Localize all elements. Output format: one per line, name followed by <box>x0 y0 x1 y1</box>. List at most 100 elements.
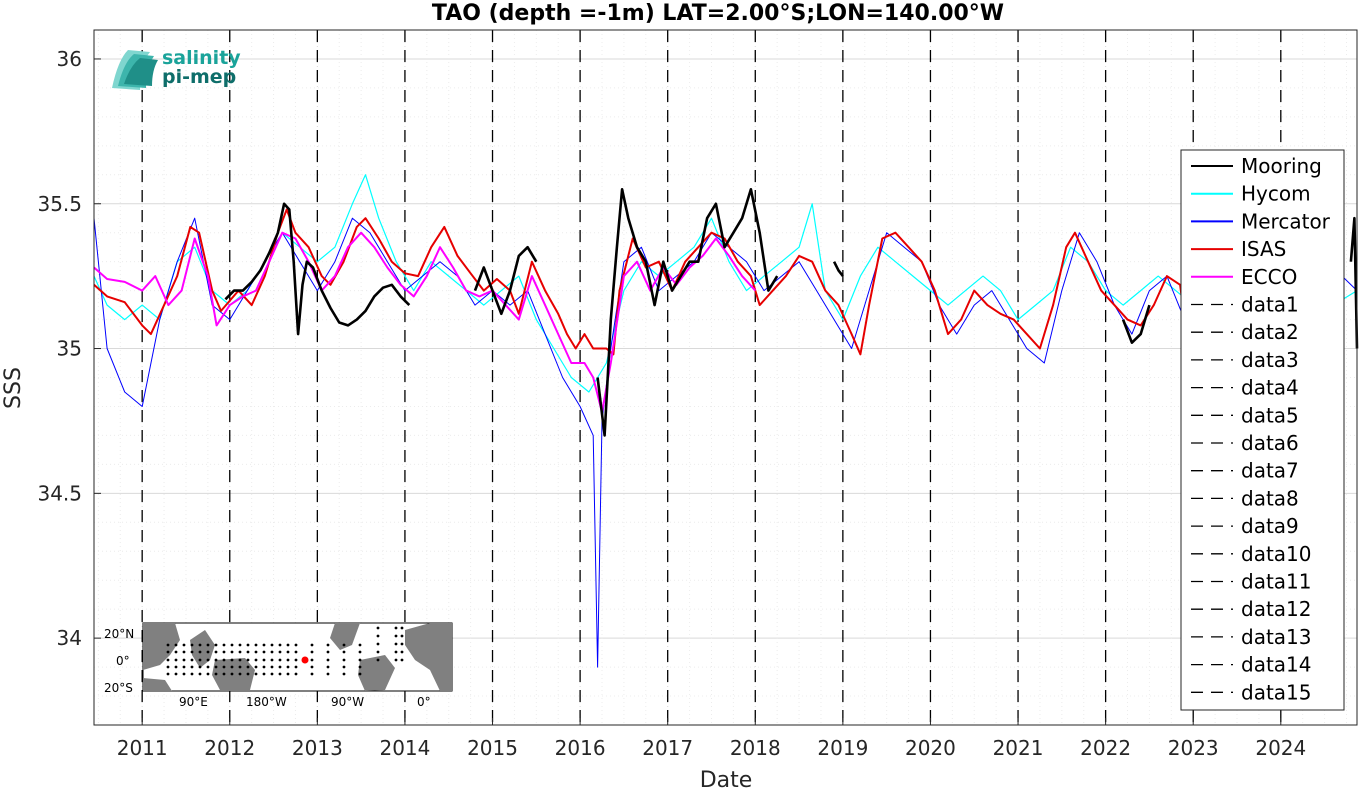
mooring-dot <box>310 658 314 662</box>
mooring-dot <box>400 634 404 638</box>
mooring-dot <box>342 658 346 662</box>
mooring-dot <box>326 658 330 662</box>
mooring-dot <box>182 665 186 669</box>
mooring-dot <box>358 672 362 676</box>
mooring-dot <box>214 643 218 647</box>
x-axis-label: Date <box>700 768 753 790</box>
inset-map-land <box>143 623 452 691</box>
legend-entry: data6 <box>1241 431 1299 455</box>
logo-wave-icon <box>112 50 158 90</box>
mooring-array-dots <box>166 626 404 676</box>
mooring-dot <box>230 672 234 676</box>
plot-area <box>94 30 1357 725</box>
mooring-dot <box>262 665 266 669</box>
mooring-dot <box>206 643 210 647</box>
legend-entry: ECCO <box>1241 265 1297 289</box>
grid <box>94 29 1357 726</box>
x-tick-label: 2023 <box>1168 736 1219 760</box>
mooring-dot <box>286 672 290 676</box>
map-lat-label-3: 20°S <box>104 681 133 695</box>
mooring-dot <box>278 672 282 676</box>
mooring-dot <box>286 658 290 662</box>
mooring-dot <box>190 672 194 676</box>
legend-entry: data10 <box>1241 542 1312 566</box>
mooring-dot <box>262 643 266 647</box>
mooring-dot <box>278 643 282 647</box>
mooring-dot <box>198 665 202 669</box>
mooring-dot <box>326 650 330 654</box>
series-line-mooring <box>1349 216 1359 349</box>
mooring-dot <box>394 650 398 654</box>
mooring-dot <box>400 658 404 662</box>
mooring-dot <box>238 665 242 669</box>
legend-entry: data13 <box>1241 625 1312 649</box>
mooring-dot <box>358 665 362 669</box>
mooring-dot <box>174 658 178 662</box>
mooring-dot <box>198 643 202 647</box>
mooring-dot <box>166 650 170 654</box>
mooring-dot <box>230 650 234 654</box>
mooring-dot <box>166 643 170 647</box>
mooring-dot <box>310 672 314 676</box>
map-lat-label-2: 0° <box>116 654 130 668</box>
mooring-dot <box>190 650 194 654</box>
mooring-dot <box>294 665 298 669</box>
mooring-dot <box>342 665 346 669</box>
mooring-dot <box>182 643 186 647</box>
map-lon-label-2: 180°W <box>246 695 287 709</box>
mooring-dot <box>394 658 398 662</box>
mooring-dot <box>190 665 194 669</box>
mooring-dot <box>342 672 346 676</box>
mooring-dot <box>182 650 186 654</box>
mooring-dot <box>376 634 380 638</box>
mooring-dot <box>182 658 186 662</box>
mooring-dot <box>376 642 380 646</box>
mooring-dot <box>222 658 226 662</box>
mooring-dot <box>214 650 218 654</box>
logo-text-salinity: salinity <box>162 47 241 69</box>
mooring-dot <box>376 626 380 630</box>
mooring-dot <box>254 672 258 676</box>
mooring-dot <box>238 672 242 676</box>
legend-entry: data8 <box>1241 486 1299 510</box>
mooring-dot <box>376 650 380 654</box>
mooring-dot <box>222 643 226 647</box>
y-axis-label: SSS <box>1 367 26 409</box>
mooring-dot <box>342 643 346 647</box>
chart-title: TAO (depth =-1m) LAT=2.00°S;LON=140.00°W <box>432 1 1004 26</box>
legend-entry: data3 <box>1241 348 1299 372</box>
mooring-dot <box>182 672 186 676</box>
mooring-dot <box>294 658 298 662</box>
mooring-dot <box>246 650 250 654</box>
mooring-dot <box>230 658 234 662</box>
salinity-pimep-logo: salinity pi-mep <box>112 47 241 90</box>
mooring-dot <box>394 642 398 646</box>
mooring-dot <box>326 672 330 676</box>
legend-entry: data9 <box>1241 514 1299 538</box>
mooring-dot <box>246 665 250 669</box>
x-tick-label: 2015 <box>467 736 518 760</box>
mooring-dot <box>246 672 250 676</box>
mooring-dot <box>262 650 266 654</box>
legend-box <box>1180 149 1345 711</box>
mooring-dot <box>342 650 346 654</box>
series-line-mooring <box>1121 304 1151 344</box>
legend-entry: data5 <box>1241 403 1299 427</box>
mooring-dot <box>166 658 170 662</box>
mooring-dot <box>400 650 404 654</box>
legend-entry: data2 <box>1241 320 1299 344</box>
mooring-dot <box>214 658 218 662</box>
mooring-dot <box>376 658 380 662</box>
mooring-dot <box>230 643 234 647</box>
mooring-dot <box>394 626 398 630</box>
mooring-dot <box>206 665 210 669</box>
x-tick-label: 2024 <box>1255 736 1306 760</box>
mooring-dot <box>270 643 274 647</box>
mooring-dot <box>400 626 404 630</box>
legend-entry: data11 <box>1241 570 1312 594</box>
legend-entry: data14 <box>1241 653 1312 677</box>
mooring-dot <box>238 643 242 647</box>
map-lon-label-1: 90°E <box>179 695 208 709</box>
y-tick-label: 35 <box>57 337 82 361</box>
